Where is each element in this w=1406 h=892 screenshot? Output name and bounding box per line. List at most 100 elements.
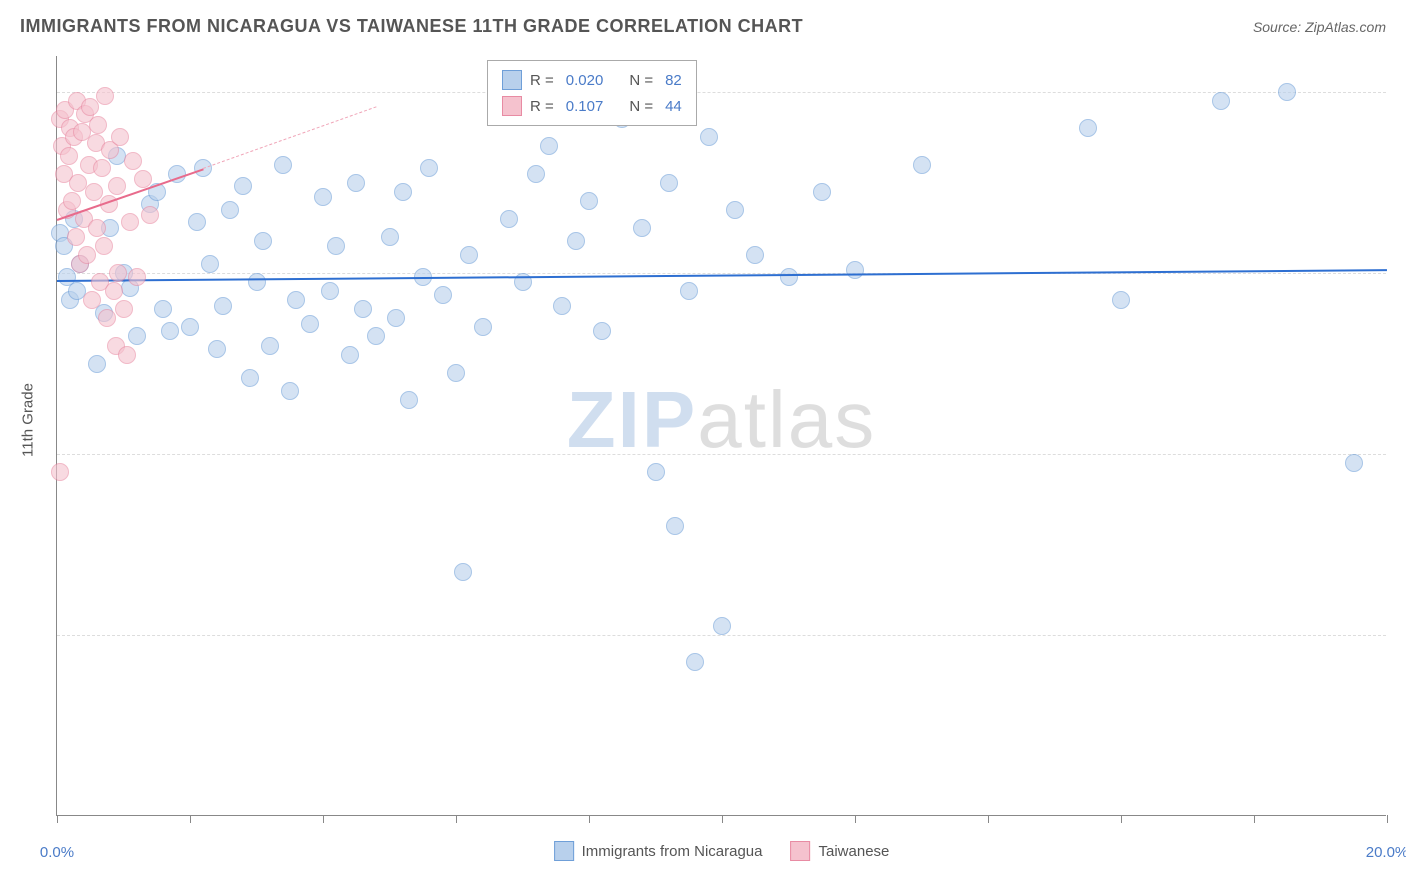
scatter-point — [474, 318, 492, 336]
scatter-point — [647, 463, 665, 481]
scatter-point — [686, 653, 704, 671]
y-axis-label: 11th Grade — [20, 383, 37, 457]
scatter-point — [96, 87, 114, 105]
scatter-point — [141, 206, 159, 224]
scatter-point — [109, 264, 127, 282]
scatter-point — [161, 322, 179, 340]
scatter-point — [454, 563, 472, 581]
y-tick-label: 100.0% — [1398, 84, 1406, 101]
series-legend-item: Taiwanese — [791, 841, 890, 861]
scatter-point — [680, 282, 698, 300]
scatter-point — [118, 346, 136, 364]
scatter-point — [111, 128, 129, 146]
scatter-point — [367, 327, 385, 345]
legend-row: R =0.020N =82 — [502, 67, 682, 93]
scatter-point — [134, 170, 152, 188]
y-tick-label: 80.0% — [1398, 446, 1406, 463]
x-tick-label: 20.0% — [1366, 844, 1406, 861]
scatter-point — [314, 188, 332, 206]
scatter-point — [321, 282, 339, 300]
x-tick — [323, 815, 324, 823]
scatter-point — [154, 300, 172, 318]
x-tick-label: 0.0% — [40, 844, 74, 861]
series-legend-label: Immigrants from Nicaragua — [582, 843, 763, 860]
scatter-point — [354, 300, 372, 318]
scatter-point — [88, 219, 106, 237]
watermark: ZIPatlas — [567, 374, 876, 466]
gridline — [57, 454, 1386, 455]
scatter-point — [254, 232, 272, 250]
scatter-point — [726, 201, 744, 219]
x-tick — [855, 815, 856, 823]
scatter-point — [381, 228, 399, 246]
scatter-point — [208, 340, 226, 358]
scatter-point — [181, 318, 199, 336]
scatter-point — [527, 165, 545, 183]
legend-row: R =0.107N =44 — [502, 93, 682, 119]
series-legend: Immigrants from Nicaragua Taiwanese — [554, 841, 890, 861]
legend-r-label: R = — [530, 98, 554, 115]
scatter-point — [447, 364, 465, 382]
scatter-point — [78, 246, 96, 264]
correlation-legend: R =0.020N =82R =0.107N =44 — [487, 60, 697, 126]
y-tick-label: 90.0% — [1398, 265, 1406, 282]
scatter-point — [500, 210, 518, 228]
scatter-point — [51, 463, 69, 481]
legend-n-value: 82 — [665, 72, 682, 89]
gridline — [57, 635, 1386, 636]
scatter-point — [400, 391, 418, 409]
legend-n-label: N = — [629, 72, 653, 89]
scatter-point — [394, 183, 412, 201]
scatter-point — [121, 213, 139, 231]
legend-r-label: R = — [530, 72, 554, 89]
scatter-point — [713, 617, 731, 635]
legend-swatch — [502, 96, 522, 116]
scatter-point — [98, 309, 116, 327]
scatter-point — [553, 297, 571, 315]
scatter-point — [261, 337, 279, 355]
scatter-point — [128, 327, 146, 345]
scatter-point — [83, 291, 101, 309]
y-tick-label: 70.0% — [1398, 627, 1406, 644]
series-legend-item: Immigrants from Nicaragua — [554, 841, 763, 861]
scatter-point — [660, 174, 678, 192]
scatter-point — [115, 300, 133, 318]
scatter-point — [88, 355, 106, 373]
x-tick — [1387, 815, 1388, 823]
scatter-point — [214, 297, 232, 315]
title-bar: IMMIGRANTS FROM NICARAGUA VS TAIWANESE 1… — [20, 16, 1386, 37]
scatter-point — [780, 268, 798, 286]
scatter-point — [420, 159, 438, 177]
scatter-point — [540, 137, 558, 155]
scatter-point — [67, 228, 85, 246]
scatter-point — [85, 183, 103, 201]
scatter-point — [746, 246, 764, 264]
scatter-point — [434, 286, 452, 304]
scatter-point — [580, 192, 598, 210]
x-tick — [1121, 815, 1122, 823]
gridline — [57, 92, 1386, 93]
chart-title: IMMIGRANTS FROM NICARAGUA VS TAIWANESE 1… — [20, 16, 803, 37]
scatter-point — [327, 237, 345, 255]
scatter-point — [281, 382, 299, 400]
scatter-point — [301, 315, 319, 333]
scatter-point — [248, 273, 266, 291]
scatter-point — [95, 237, 113, 255]
x-tick — [1254, 815, 1255, 823]
watermark-atlas: atlas — [697, 375, 876, 464]
scatter-point — [287, 291, 305, 309]
legend-r-value: 0.107 — [566, 98, 604, 115]
legend-swatch — [502, 70, 522, 90]
scatter-point — [124, 152, 142, 170]
scatter-point — [666, 517, 684, 535]
x-tick — [190, 815, 191, 823]
scatter-point — [63, 192, 81, 210]
scatter-point — [460, 246, 478, 264]
scatter-point — [93, 159, 111, 177]
scatter-point — [221, 201, 239, 219]
scatter-point — [234, 177, 252, 195]
x-tick — [456, 815, 457, 823]
scatter-point — [105, 282, 123, 300]
scatter-point — [241, 369, 259, 387]
scatter-point — [813, 183, 831, 201]
